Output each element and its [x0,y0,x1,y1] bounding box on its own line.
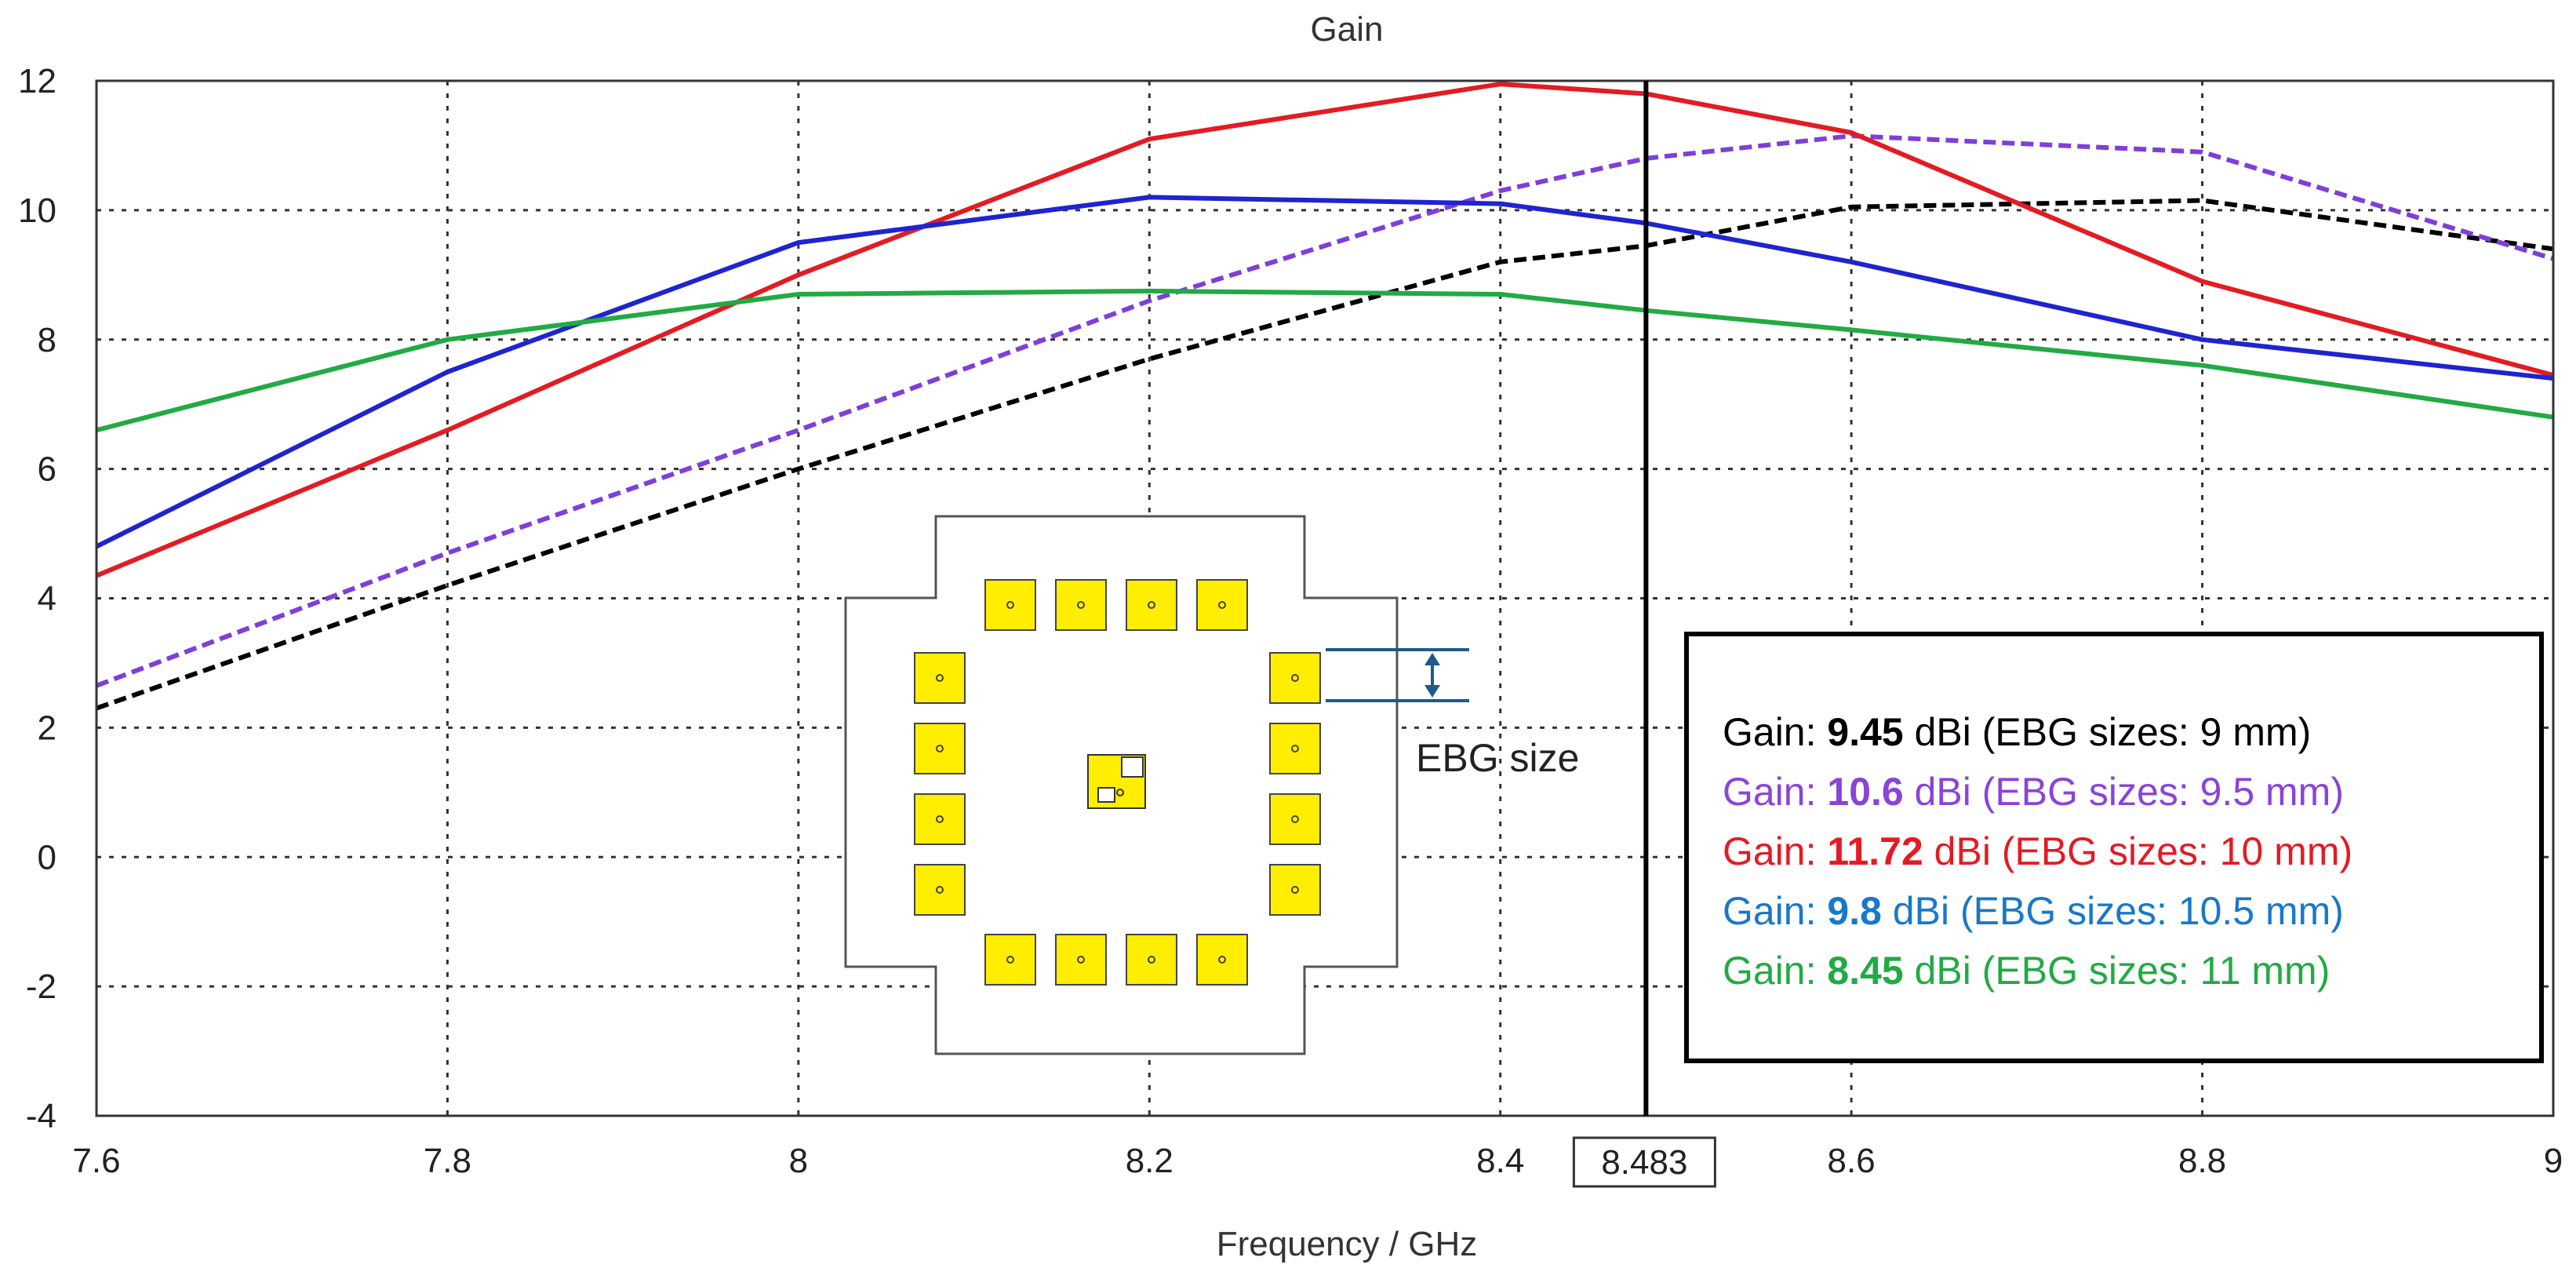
via [1148,956,1155,964]
legend-box [1684,632,2544,1063]
ebg-cell [1126,579,1177,631]
legend: Gain: 9.45 dBi (EBG sizes: 9 mm) Gain: 10… [1684,632,2544,1063]
y-tick-label: -4 [26,1097,56,1135]
y-tick-label: 12 [18,62,56,100]
via [1077,956,1085,964]
ebg-cell [914,723,966,774]
series-line-ebg-11-mm [96,288,2554,433]
ebg-cell [1055,934,1107,986]
via [936,886,944,894]
via [1291,886,1299,894]
y-tick-label: 4 [38,580,56,618]
ebg-cell [1126,934,1177,986]
series-line-ebg-10-mm [95,82,2554,578]
via [1291,815,1299,823]
y-tick-label: 2 [38,709,56,747]
ebg-cell [1269,793,1321,845]
via [1218,956,1226,964]
ebg-cell [1269,723,1321,774]
via [1006,601,1014,609]
via [936,815,944,823]
ebg-cell [1055,579,1107,631]
ebg-cell [914,864,966,916]
x-tick-label: 8.4 [1476,1142,1524,1180]
ebg-cell [914,652,966,704]
via [1148,601,1155,609]
series-line-ebg-9-5-mm [95,133,2554,688]
ebg-cell [1196,934,1248,986]
ebg-cell [984,934,1036,986]
x-tick-label: 8.2 [1126,1142,1173,1180]
ebg-cells [914,579,1321,986]
chart-title: Gain [1311,10,1384,49]
marker-label-box [1572,1136,1716,1188]
x-tick-label: 7.8 [424,1142,471,1180]
series-line-ebg-10-5-mm [95,195,2554,549]
ebg-inset-diagram: EBG size [844,515,1579,1055]
y-tick-label: 0 [38,838,56,876]
x-axis-label: Frequency / GHz [1217,1225,1478,1263]
marker-layer: 8.483 [1572,81,1716,1188]
legend-entry: Gain: 10.6 dBi (EBG sizes: 9.5 mm) [1723,770,2344,814]
ebg-cell [914,793,966,845]
ebg-cell [1196,579,1248,631]
ebg-size-dimension [1326,648,1469,702]
via [1077,601,1085,609]
ebg-cell [1269,864,1321,916]
legend-entry: Gain: 9.45 dBi (EBG sizes: 9 mm) [1723,710,2311,754]
y-tick-label: -2 [26,967,56,1006]
series-layer [95,82,2554,711]
legend-entry: Gain: 8.45 dBi (EBG sizes: 11 mm) [1723,949,2330,993]
ebg-size-label: EBG size [1416,736,1579,780]
via [1218,601,1226,609]
ebg-cell [984,579,1036,631]
via [936,674,944,682]
via [1006,956,1014,964]
marker-label: 8.483 [1601,1143,1687,1182]
via [1291,674,1299,682]
y-tick-label: 10 [18,191,56,230]
tick-layer: 7.6 7.8 8 8.2 8.4 8.6 8.8 9 -4 -2 0 2 4 6 8 10 12 Frequen… [18,62,2563,1263]
y-tick-label: 6 [38,450,56,489]
ebg-cell [1269,652,1321,704]
x-tick-label: 7.6 [72,1142,120,1180]
via [936,745,944,752]
plot-frame [95,79,2555,1117]
legend-entry: Gain: 11.72 dBi (EBG sizes: 10 mm) [1723,829,2352,873]
legend-entry: Gain: 9.8 dBi (EBG sizes: 10.5 mm) [1723,889,2344,933]
via [1291,745,1299,752]
x-tick-label: 8 [789,1142,808,1180]
x-tick-label: 9 [2544,1142,2563,1180]
x-tick-label: 8.6 [1828,1142,1876,1180]
x-tick-label: 8.8 [2178,1142,2226,1180]
series-line-ebg-9-mm [96,198,2554,711]
feed-patch [1087,754,1146,809]
y-tick-label: 8 [38,321,56,359]
